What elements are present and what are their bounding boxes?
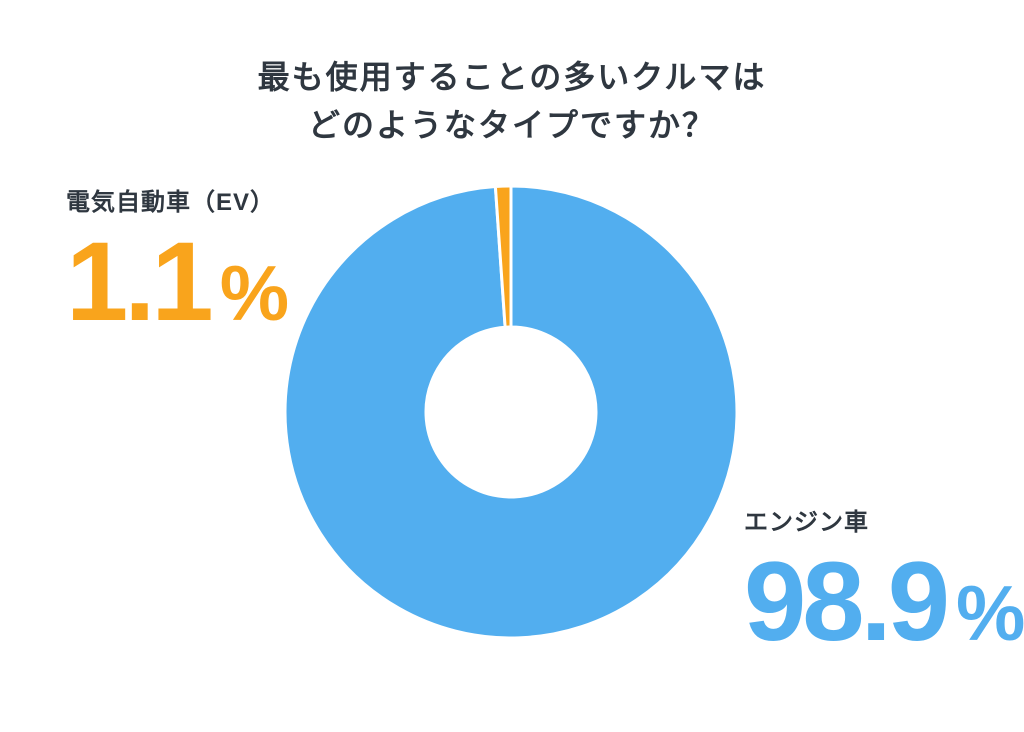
engine-label: エンジン車 [744,509,869,536]
engine-value-number: 98.9 [744,539,950,664]
chart-title-line-2: どのようなタイプですか？ [307,107,716,143]
donut-slice-engine [283,184,739,640]
ev-label: 電気自動車（EV） [66,189,276,216]
ev-value-number: 1.1 [66,219,214,344]
chart-title-line-1: 最も使用することの多いクルマは [257,59,767,95]
engine-callout: エンジン車 98.9 % [744,508,1024,658]
donut-chart [283,184,739,640]
ev-value: 1.1 % [66,226,289,338]
donut-slice-ev [493,184,513,329]
ev-value-unit: % [219,249,290,337]
engine-value: 98.9 % [744,546,1024,658]
chart-title: 最も使用することの多いクルマは どのようなタイプですか？ [0,53,1024,149]
engine-value-unit: % [955,569,1024,657]
ev-callout: 電気自動車（EV） 1.1 % [66,188,289,338]
